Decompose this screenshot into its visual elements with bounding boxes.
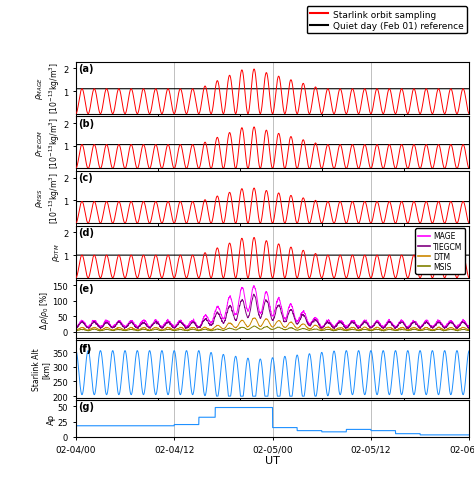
MSIS [397,327,402,333]
Text: (b): (b) [78,119,94,128]
Legend: Starlink orbit sampling, Quiet day (Feb 01) reference: Starlink orbit sampling, Quiet day (Feb … [307,7,467,35]
Y-axis label: $\rho_{MSIS}$
[10$^{-13}$kg/m$^3$]: $\rho_{MSIS}$ [10$^{-13}$kg/m$^3$] [34,172,62,223]
Y-axis label: $\Delta\,\rho/\rho_0$ [%]: $\Delta\,\rho/\rho_0$ [%] [38,290,51,329]
DTM [223,324,229,330]
Y-axis label: $\rho_{TIEGCM}$
[10$^{-13}$kg/m$^3$]: $\rho_{TIEGCM}$ [10$^{-13}$kg/m$^3$] [34,117,62,169]
MAGE [251,283,257,289]
MAGE [73,324,79,329]
DTM [145,327,150,333]
Y-axis label: Starlink Alt
[km]: Starlink Alt [km] [32,348,51,391]
Text: (e): (e) [78,283,93,293]
TIEGCM [73,326,79,332]
Legend: MAGE, TIEGCM, DTM, MSIS: MAGE, TIEGCM, DTM, MSIS [415,229,465,275]
MSIS [366,328,372,334]
Line: MAGE: MAGE [76,286,469,328]
TIEGCM [145,324,150,330]
MAGE [466,323,472,329]
Y-axis label: Ap: Ap [47,413,56,424]
DTM [397,326,402,332]
Text: (g): (g) [78,401,94,411]
Text: (d): (d) [78,228,94,238]
DTM [366,327,372,333]
DTM [309,325,315,331]
TIEGCM [397,321,402,326]
DTM [252,315,258,321]
DTM [466,327,472,333]
MAGE [397,319,402,325]
Y-axis label: $\rho_{MAGE}$
[10$^{-13}$kg/m$^3$]: $\rho_{MAGE}$ [10$^{-13}$kg/m$^3$] [34,63,62,114]
MAGE [404,325,410,331]
Text: (c): (c) [78,173,92,183]
Text: (f): (f) [78,343,91,353]
MAGE [223,307,229,313]
Text: (a): (a) [78,64,93,74]
MAGE [145,322,150,328]
MSIS [223,327,229,333]
Line: MSIS: MSIS [76,326,469,331]
Y-axis label: $\rho_{DTM}$: $\rho_{DTM}$ [51,243,62,262]
MSIS [309,327,315,333]
TIEGCM [366,325,372,331]
MAGE [329,322,335,328]
MSIS [466,328,472,334]
DTM [73,327,79,333]
Line: TIEGCM: TIEGCM [76,295,469,329]
TIEGCM [309,320,315,326]
MSIS [73,328,79,334]
Text: (f): (f) [78,343,91,353]
TIEGCM [251,292,257,298]
MSIS [329,328,335,334]
TIEGCM [466,325,472,331]
MAGE [309,320,315,325]
DTM [329,327,335,333]
DTM [367,328,373,334]
TIEGCM [223,314,229,320]
MSIS [251,324,257,329]
MSIS [145,328,150,334]
MAGE [366,324,372,330]
TIEGCM [329,324,335,329]
MSIS [441,328,447,334]
X-axis label: UT: UT [265,455,280,465]
Line: DTM: DTM [76,318,469,331]
